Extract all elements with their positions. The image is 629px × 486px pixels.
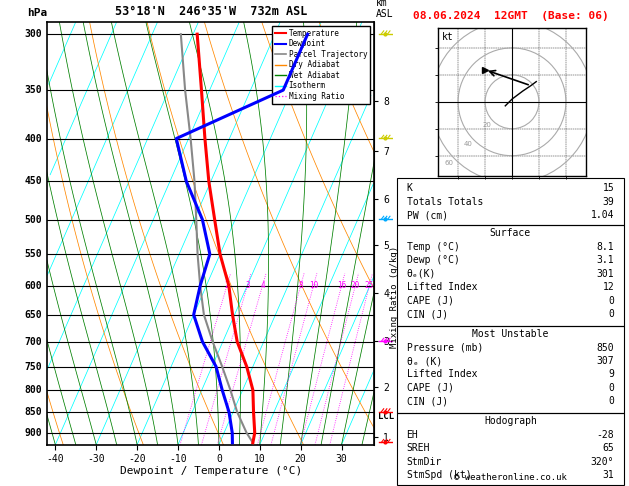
- Text: 750: 750: [25, 362, 42, 372]
- Text: 8.1: 8.1: [597, 242, 615, 252]
- Text: 400: 400: [25, 134, 42, 143]
- Text: 1.04: 1.04: [591, 210, 615, 220]
- X-axis label: Dewpoint / Temperature (°C): Dewpoint / Temperature (°C): [120, 466, 302, 476]
- Text: Surface: Surface: [490, 228, 531, 239]
- Text: SREH: SREH: [406, 443, 430, 453]
- Text: 8: 8: [298, 281, 303, 290]
- Text: θₑ(K): θₑ(K): [406, 269, 436, 279]
- Text: 500: 500: [25, 214, 42, 225]
- Text: Mixing Ratio (g/kg): Mixing Ratio (g/kg): [390, 245, 399, 348]
- Text: Lifted Index: Lifted Index: [406, 282, 477, 292]
- Text: 300: 300: [25, 29, 42, 39]
- Text: 900: 900: [25, 428, 42, 438]
- Text: CAPE (J): CAPE (J): [406, 383, 454, 393]
- Text: 0: 0: [608, 295, 615, 306]
- Text: PW (cm): PW (cm): [406, 210, 448, 220]
- Text: © weatheronline.co.uk: © weatheronline.co.uk: [454, 473, 567, 482]
- Text: 60: 60: [445, 160, 454, 166]
- Text: 20: 20: [351, 281, 360, 290]
- Text: 65: 65: [603, 443, 615, 453]
- Text: km
ASL: km ASL: [376, 0, 394, 19]
- Text: Hodograph: Hodograph: [484, 417, 537, 427]
- Text: 550: 550: [25, 249, 42, 259]
- Text: 31: 31: [603, 470, 615, 480]
- Text: 600: 600: [25, 281, 42, 291]
- Text: 3: 3: [245, 281, 250, 290]
- Text: Totals Totals: Totals Totals: [406, 197, 483, 207]
- Text: 650: 650: [25, 310, 42, 320]
- Text: 3.1: 3.1: [597, 255, 615, 265]
- Text: 20: 20: [482, 122, 492, 128]
- Text: 9: 9: [608, 369, 615, 380]
- Text: 700: 700: [25, 337, 42, 347]
- Text: 25: 25: [365, 281, 374, 290]
- Text: 850: 850: [597, 343, 615, 353]
- Bar: [398, 414, 623, 485]
- Text: 08.06.2024  12GMT  (Base: 06): 08.06.2024 12GMT (Base: 06): [413, 11, 608, 21]
- Text: LCL: LCL: [377, 412, 394, 421]
- Text: θₑ (K): θₑ (K): [406, 356, 442, 366]
- Text: 450: 450: [25, 176, 42, 186]
- Text: 0: 0: [608, 309, 615, 319]
- Text: 0: 0: [608, 383, 615, 393]
- Bar: [398, 178, 623, 226]
- Text: StmDir: StmDir: [406, 457, 442, 467]
- Text: Lifted Index: Lifted Index: [406, 369, 477, 380]
- Text: -28: -28: [597, 430, 615, 440]
- Text: 40: 40: [464, 141, 472, 147]
- Text: Pressure (mb): Pressure (mb): [406, 343, 483, 353]
- Text: Dewp (°C): Dewp (°C): [406, 255, 459, 265]
- Text: CIN (J): CIN (J): [406, 396, 448, 406]
- Text: 850: 850: [25, 407, 42, 417]
- Text: 39: 39: [603, 197, 615, 207]
- Bar: [398, 326, 623, 414]
- Text: 320°: 320°: [591, 457, 615, 467]
- Text: K: K: [406, 183, 413, 193]
- Text: 800: 800: [25, 385, 42, 395]
- Text: CAPE (J): CAPE (J): [406, 295, 454, 306]
- Text: Most Unstable: Most Unstable: [472, 329, 548, 339]
- Bar: [398, 226, 623, 326]
- Text: CIN (J): CIN (J): [406, 309, 448, 319]
- Text: kt: kt: [442, 32, 454, 42]
- Text: 16: 16: [337, 281, 346, 290]
- Text: hPa: hPa: [28, 8, 48, 17]
- Text: 2: 2: [225, 281, 229, 290]
- Text: 12: 12: [603, 282, 615, 292]
- Text: EH: EH: [406, 430, 418, 440]
- Text: 0: 0: [608, 396, 615, 406]
- Text: 15: 15: [603, 183, 615, 193]
- Text: 10: 10: [309, 281, 318, 290]
- Text: 4: 4: [260, 281, 265, 290]
- Text: 307: 307: [597, 356, 615, 366]
- Text: 350: 350: [25, 85, 42, 95]
- Text: StmSpd (kt): StmSpd (kt): [406, 470, 471, 480]
- Text: 53°18'N  246°35'W  732m ASL: 53°18'N 246°35'W 732m ASL: [114, 5, 307, 17]
- Legend: Temperature, Dewpoint, Parcel Trajectory, Dry Adiabat, Wet Adiabat, Isotherm, Mi: Temperature, Dewpoint, Parcel Trajectory…: [272, 26, 370, 104]
- Text: 301: 301: [597, 269, 615, 279]
- Text: Temp (°C): Temp (°C): [406, 242, 459, 252]
